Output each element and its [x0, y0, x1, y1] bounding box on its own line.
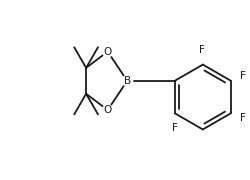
Text: F: F	[199, 45, 205, 55]
Text: F: F	[240, 113, 246, 123]
Text: F: F	[172, 123, 178, 133]
Text: F: F	[240, 71, 246, 81]
Text: O: O	[104, 47, 112, 57]
Text: O: O	[104, 105, 112, 115]
Text: B: B	[124, 76, 131, 86]
